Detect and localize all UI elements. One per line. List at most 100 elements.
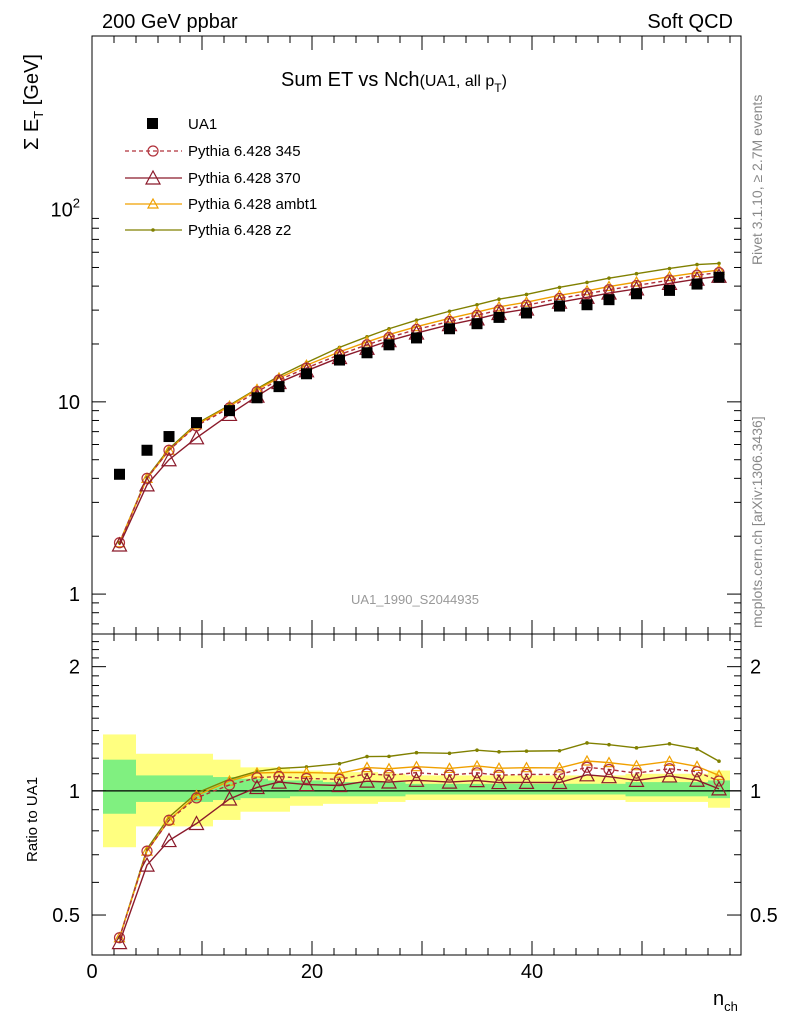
plot-title-main: Sum ET vs Nch [281,69,420,91]
plot-title-sub-close: ) [502,73,507,90]
y-axis-label-main: Σ ET [GeV] [21,54,46,150]
mc-point-370 [358,772,376,788]
mc-point-z2 [717,261,721,266]
ratio-line-ambt1 [118,760,720,938]
analysis-label: UA1_1990_S2044935 [351,592,479,607]
mc-point-z2 [607,742,611,747]
ratio-tick-label-right: 2 [750,657,761,679]
legend-item-ambt1: Pythia 6.428 ambt1 [125,196,317,213]
mc-point-z2 [447,751,452,756]
legend-marker-circle [147,145,159,157]
legend-marker-triangle [146,197,160,209]
data-point [191,417,202,429]
mc-point-z2 [557,285,562,290]
data-point [141,444,153,456]
legend: UA1 Pythia 6.428 345 Pythia 6.428 370 Py… [125,116,317,239]
ratio-band-inner [515,783,543,795]
mc-point-345 [333,773,346,785]
mc-point-z2 [585,280,589,285]
mc-point-z2 [607,276,611,280]
mc-point-z2 [337,761,342,766]
mc-point-370 [468,772,486,788]
mc-point-345 [630,767,643,779]
mc-point-370 [248,779,266,795]
mc-point-370 [160,832,178,848]
mc-point-345 [493,769,505,781]
ratio-band-inner [405,783,433,795]
mc-point-ambt1 [690,266,704,278]
ratio-band-inner [653,782,681,797]
mc-point-370 [551,774,568,790]
mc-point-345 [553,768,566,781]
mc-point-z2 [524,749,529,753]
mc-point-345 [691,766,703,778]
mc-point-z2 [524,292,529,297]
mc-point-ambt1 [360,335,374,347]
ratio-plot-area [92,741,741,950]
mc-point-370 [628,772,645,787]
mc-point-345 [603,763,615,776]
ratio-band-inner [378,782,406,797]
mc-point-370 [331,777,348,793]
x-axis-label-main: n [713,988,724,1010]
mc-point-ambt1 [580,754,594,766]
mc-point-345 [251,772,263,784]
ratio-band-inner [708,780,730,799]
legend-item-ua1: UA1 [147,116,217,133]
y-axis-label-prefix: Σ E [21,119,43,150]
series-line-p370 [118,275,720,546]
mc-point-370 [688,771,706,787]
main-plot-area [111,261,728,552]
ratio-band-inner [136,775,158,802]
mc-point-z2 [557,748,562,753]
mc-point-z2 [475,302,479,307]
mc-point-370 [490,774,508,790]
legend-item-370: Pythia 6.428 370 [125,169,301,187]
mc-point-ambt1 [630,759,643,771]
data-point [713,271,725,283]
y-axis-label-ratio: Ratio to UA1 [24,777,41,862]
data-point [691,278,703,290]
data-point [603,294,615,306]
ratio-band-inner [158,775,186,802]
data-point [251,392,263,404]
mc-point-345 [581,288,593,300]
ratio-band-inner [543,783,571,795]
mc-point-370 [380,773,398,789]
mc-point-z2 [585,741,589,745]
mc-point-345 [300,772,313,785]
ratio-tick-label-left: 0.5 [52,905,80,927]
mc-point-ambt1 [410,760,423,772]
mc-point-370 [111,934,128,950]
mcplots-label: mcplots.cern.ch [arXiv:1306.3436] [749,416,765,628]
mc-point-ambt1 [553,761,566,773]
mc-point-ambt1 [382,762,396,774]
mc-point-345 [520,768,533,780]
mc-point-345 [361,768,373,780]
data-point [301,368,312,380]
mc-point-ambt1 [580,284,594,296]
mc-point-z2 [634,746,639,750]
mc-point-ambt1 [250,766,264,778]
data-point [411,332,422,344]
mc-point-z2 [414,750,419,755]
mc-point-370 [578,766,596,782]
mc-point-ambt1 [443,762,456,774]
legend-label: Pythia 6.428 ambt1 [188,196,317,213]
ratio-tick-label-left: 2 [69,657,80,679]
mc-point-370 [270,773,288,789]
x-axis-label: nch [713,988,738,1014]
y-axis-label-sub: T [31,111,46,119]
legend-label: Pythia 6.428 z2 [188,222,291,239]
legend-marker-square [147,118,158,129]
ratio-line-p370 [118,774,720,943]
ratio-tick-label-right: 1 [750,781,761,803]
mc-point-370 [138,476,156,492]
mc-point-z2 [365,754,369,759]
mc-point-345 [443,769,456,781]
ratio-band-inner [598,783,626,795]
mc-point-z2 [387,754,391,759]
mc-point-ambt1 [382,328,396,340]
mc-point-345 [223,779,236,791]
